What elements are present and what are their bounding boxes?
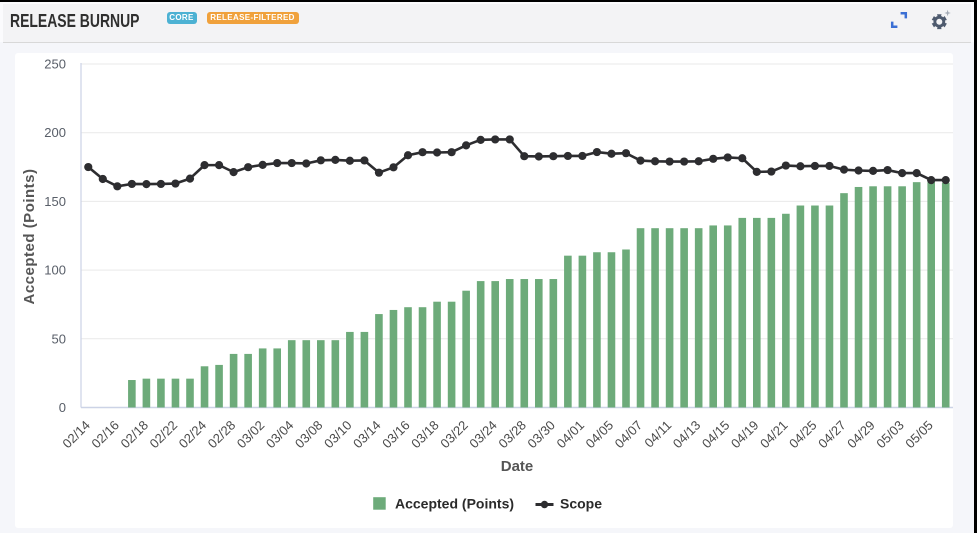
svg-text:Accepted (Points): Accepted (Points) bbox=[21, 168, 38, 304]
svg-text:03/22: 03/22 bbox=[437, 418, 471, 452]
svg-text:50: 50 bbox=[52, 331, 66, 346]
svg-text:RELEASE BURNUP: RELEASE BURNUP bbox=[10, 11, 140, 31]
svg-text:04/19: 04/19 bbox=[728, 418, 762, 452]
svg-text:05/03: 05/03 bbox=[873, 418, 907, 452]
svg-text:04/27: 04/27 bbox=[815, 418, 849, 452]
svg-text:02/24: 02/24 bbox=[176, 418, 210, 452]
svg-text:03/28: 03/28 bbox=[495, 418, 529, 452]
svg-text:0: 0 bbox=[59, 400, 66, 415]
svg-text:250: 250 bbox=[44, 57, 66, 72]
svg-text:03/14: 03/14 bbox=[350, 418, 384, 452]
svg-text:04/15: 04/15 bbox=[699, 418, 733, 452]
svg-text:04/25: 04/25 bbox=[786, 418, 820, 452]
svg-text:03/02: 03/02 bbox=[234, 418, 268, 452]
svg-text:200: 200 bbox=[44, 125, 66, 140]
svg-text:02/22: 02/22 bbox=[147, 418, 181, 452]
svg-text:03/30: 03/30 bbox=[524, 418, 558, 452]
svg-text:03/16: 03/16 bbox=[379, 418, 413, 452]
svg-text:04/05: 04/05 bbox=[583, 418, 617, 452]
svg-text:04/29: 04/29 bbox=[844, 418, 878, 452]
svg-text:04/07: 04/07 bbox=[612, 418, 646, 452]
svg-text:04/13: 04/13 bbox=[670, 418, 704, 452]
svg-text:Date: Date bbox=[501, 458, 534, 475]
svg-text:Accepted (Points): Accepted (Points) bbox=[395, 496, 514, 512]
svg-text:03/10: 03/10 bbox=[321, 418, 355, 452]
svg-text:04/11: 04/11 bbox=[641, 418, 674, 451]
svg-text:04/21: 04/21 bbox=[757, 418, 791, 452]
svg-text:100: 100 bbox=[44, 263, 66, 278]
svg-text:03/24: 03/24 bbox=[466, 418, 500, 452]
svg-text:03/18: 03/18 bbox=[408, 418, 442, 452]
svg-text:04/01: 04/01 bbox=[554, 418, 588, 452]
svg-text:03/04: 03/04 bbox=[263, 418, 297, 452]
svg-text:150: 150 bbox=[44, 194, 66, 209]
svg-text:03/08: 03/08 bbox=[292, 418, 326, 452]
svg-text:02/14: 02/14 bbox=[59, 418, 93, 452]
svg-text:02/18: 02/18 bbox=[118, 418, 152, 452]
svg-text:05/05: 05/05 bbox=[902, 418, 936, 452]
svg-text:02/16: 02/16 bbox=[88, 418, 122, 452]
svg-text:Scope: Scope bbox=[560, 496, 602, 512]
svg-text:02/28: 02/28 bbox=[205, 418, 239, 452]
